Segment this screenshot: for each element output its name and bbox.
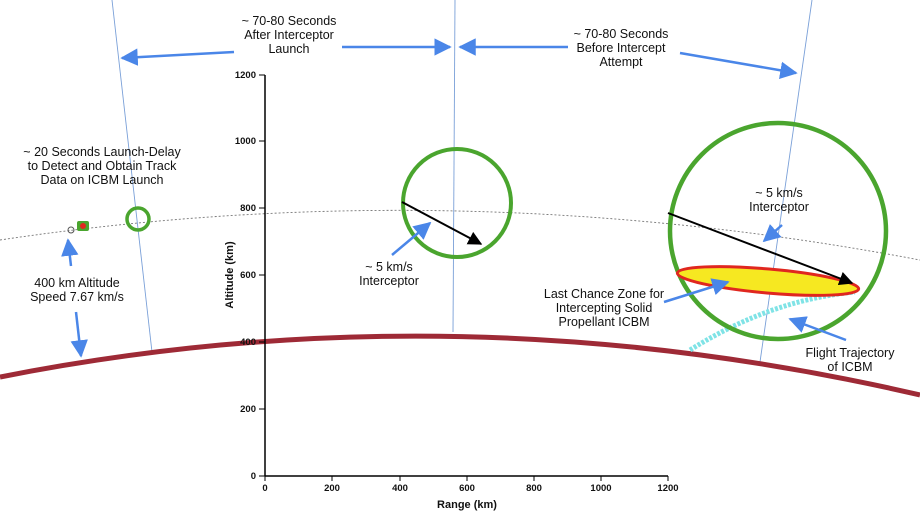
altitude-arrow-up [61, 238, 79, 267]
label-line: Speed 7.67 km/s [30, 290, 124, 304]
y-tick-label: 800 [240, 203, 256, 214]
reference-line-center [452, 0, 456, 333]
interceptor-circle-mid [401, 147, 513, 259]
label-before-intercept: ~ 70-80 Seconds Before Intercept Attempt [560, 27, 682, 69]
label-line: ~ 70-80 Seconds [241, 14, 337, 28]
x-tick-label: 200 [324, 483, 340, 494]
callout-arrow-mid [391, 221, 432, 256]
label-line: Last Chance Zone for [543, 287, 665, 301]
span-arrow-before-intercept-right [679, 51, 798, 79]
x-tick-label: 800 [526, 483, 542, 494]
x-tick-label: 0 [262, 483, 267, 494]
x-axis-ticks [264, 476, 669, 481]
label-line: Propellant ICBM [558, 315, 650, 329]
x-tick-label: 1200 [657, 483, 678, 494]
interceptor-vector-right [667, 212, 854, 286]
span-arrow-after-launch [120, 48, 235, 66]
detection-circle [125, 206, 151, 232]
label-line: Interceptor [359, 274, 419, 288]
y-tick-label: 400 [240, 337, 256, 348]
callout-arrow-right [762, 223, 783, 243]
y-tick-label: 200 [240, 404, 256, 415]
label-last-chance-zone: Last Chance Zone for Intercepting Solid … [540, 287, 668, 329]
label-line: ~ 5 km/s [755, 186, 803, 200]
altitude-arrow-down [70, 311, 88, 358]
y-tick-label: 1000 [235, 136, 256, 147]
label-line: After Interceptor [244, 28, 334, 42]
interceptor-vector-mid [401, 201, 483, 245]
satellite-icon [67, 221, 89, 234]
callout-arrow-zone [663, 278, 730, 304]
icbm-trajectory [688, 289, 856, 353]
label-line: Intercepting Solid [555, 301, 653, 315]
label-interceptor-right: ~ 5 km/s Interceptor [736, 186, 822, 214]
label-line: to Detect and Obtain Track [27, 159, 177, 173]
label-line: Data on ICBM Launch [40, 173, 164, 187]
y-axis-ticks [259, 74, 265, 477]
label-line: ~ 70-80 Seconds [573, 27, 669, 41]
label-line: Attempt [599, 55, 643, 69]
label-line: of ICBM [827, 360, 873, 374]
x-tick-label: 1000 [590, 483, 611, 494]
x-axis-title: Range (km) [437, 499, 497, 511]
y-tick-label: 0 [251, 471, 256, 482]
reference-line-launch [111, 0, 153, 353]
label-interceptor-mid: ~ 5 km/s Interceptor [346, 260, 432, 288]
x-tick-labels: 0 200 400 600 800 1000 1200 [262, 483, 678, 494]
label-line: Launch [268, 42, 310, 56]
label-line: Before Intercept [576, 41, 666, 55]
label-line: 400 km Altitude [34, 276, 120, 290]
earth-surface [0, 333, 920, 398]
x-tick-label: 400 [392, 483, 408, 494]
y-tick-labels: 0 200 400 600 800 1000 1200 [235, 70, 256, 482]
label-after-launch: ~ 70-80 Seconds After Interceptor Launch [228, 14, 350, 56]
orbit-path [0, 209, 920, 261]
label-altitude-speed: 400 km Altitude Speed 7.67 km/s [22, 276, 132, 304]
label-line: ~ 20 Seconds Launch-Delay [23, 145, 181, 159]
y-tick-label: 1200 [235, 70, 256, 81]
reference-line-intercept [759, 0, 813, 363]
interceptor-circle-right [667, 120, 889, 342]
label-line: Flight Trajectory [805, 346, 895, 360]
x-tick-label: 600 [459, 483, 475, 494]
label-flight-trajectory: Flight Trajectory of ICBM [798, 346, 902, 374]
y-axis-title: Altitude (km) [224, 241, 236, 309]
label-launch-delay: ~ 20 Seconds Launch-Delay to Detect and … [12, 145, 192, 187]
label-line: ~ 5 km/s [365, 260, 413, 274]
y-tick-label: 600 [240, 270, 256, 281]
last-chance-zone [675, 265, 861, 297]
label-line: Interceptor [749, 200, 809, 214]
callout-arrow-trajectory [788, 316, 847, 342]
